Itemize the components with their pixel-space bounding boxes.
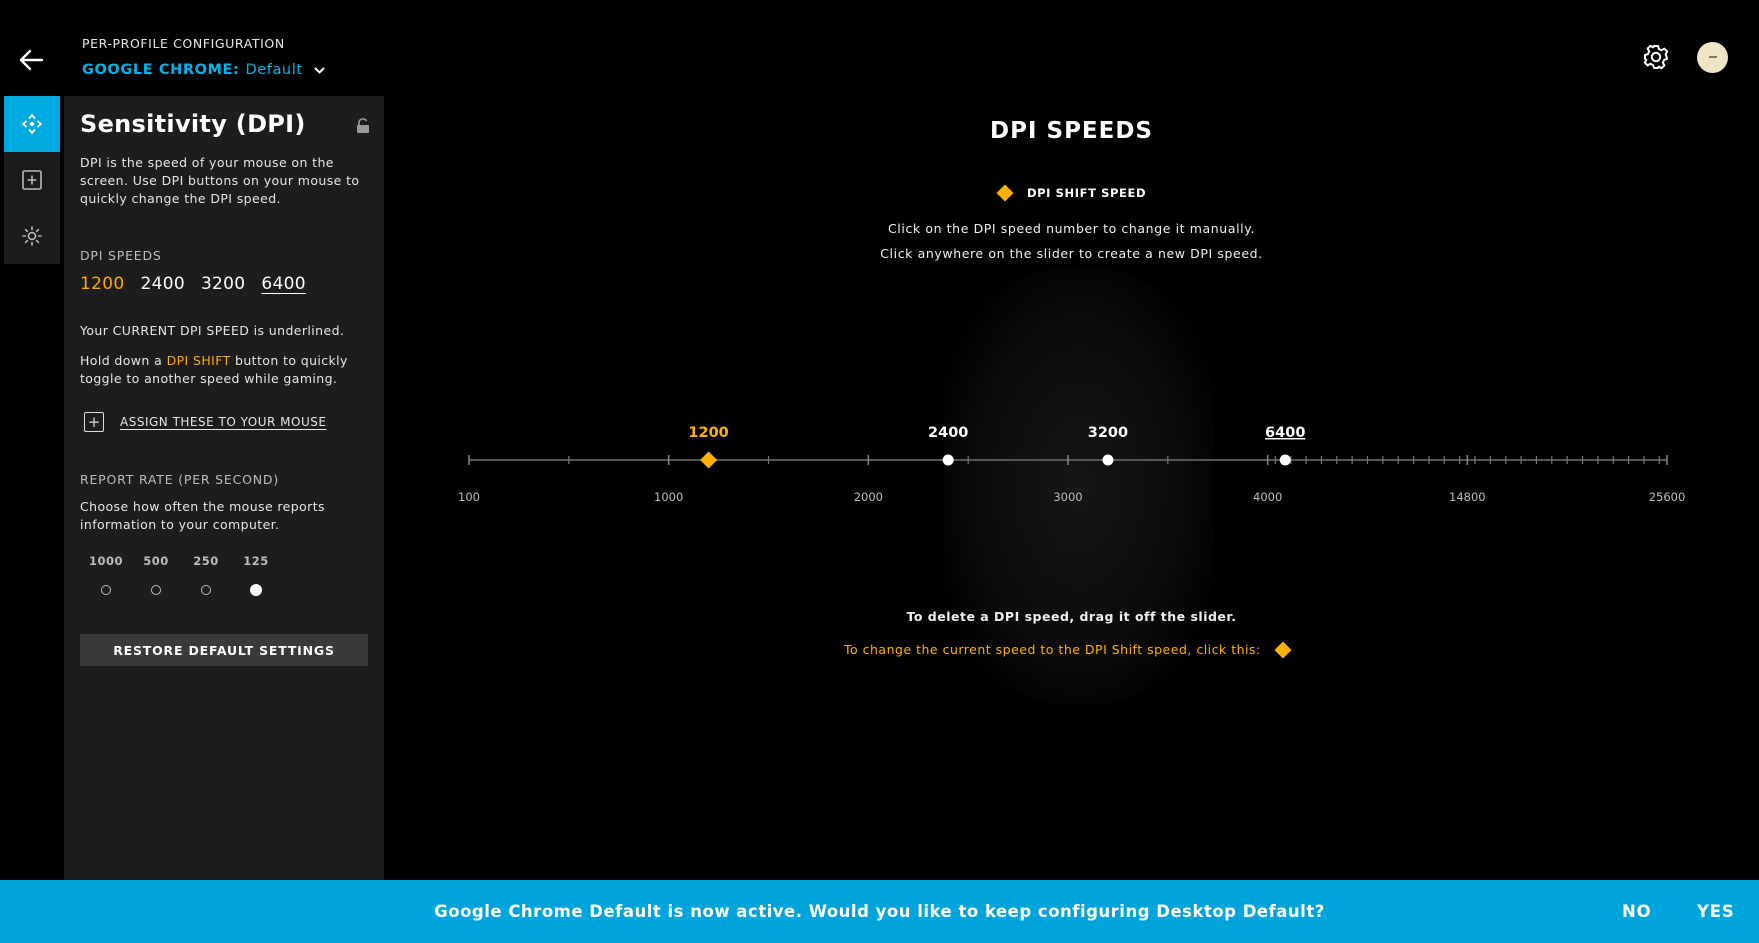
axis-tick-label: 3000 <box>1053 490 1082 504</box>
dpi-point-current <box>1279 454 1291 466</box>
config-label: PER-PROFILE CONFIGURATION <box>82 36 285 51</box>
panel-title: Sensitivity (DPI) <box>80 110 306 138</box>
profile-active-banner: Google Chrome Default is now active. Wou… <box>0 880 1759 943</box>
radio-button-selected[interactable] <box>250 584 262 596</box>
dpi-speed-list: 1200 2400 3200 6400 <box>80 274 306 294</box>
dpi-point-label[interactable]: 6400 <box>1265 425 1305 441</box>
instruction-text: Click on the DPI speed number to change … <box>887 221 1256 236</box>
assignments-tab[interactable] <box>4 152 60 208</box>
axis-tick-label: 14800 <box>1449 490 1486 504</box>
axis-tick-label: 4000 <box>1253 490 1282 504</box>
lighting-icon <box>22 226 42 246</box>
dpi-value[interactable]: 2400 <box>140 274 185 294</box>
report-rate-value: 500 <box>143 554 169 568</box>
set-shift-diamond-button[interactable] <box>1274 641 1292 658</box>
dpi-value[interactable]: 3200 <box>200 274 246 294</box>
banner-no-button[interactable]: NO <box>1622 902 1652 921</box>
axis-tick-label: 100 <box>458 490 480 504</box>
dpi-speeds-title: DPI SPEEDS <box>989 118 1153 144</box>
restore-default-button[interactable]: RESTORE DEFAULT SETTINGS <box>80 634 368 666</box>
report-rate-option-selected[interactable]: 125 <box>236 554 276 596</box>
dpi-shift-highlight: DPI SHIFT <box>166 353 231 368</box>
top-bar: PER-PROFILE CONFIGURATION GOOGLE CHROME:… <box>0 0 1759 96</box>
radio-button[interactable] <box>151 585 161 595</box>
dpi-value-current[interactable]: 6400 <box>261 274 306 294</box>
shift-note-text: To change the current speed to the DPI S… <box>844 642 1261 657</box>
instruction-text: Click anywhere on the slider to create a… <box>880 246 1263 261</box>
sensitivity-panel: Sensitivity (DPI) DPI is the speed of yo… <box>64 96 384 880</box>
profile-app-name: GOOGLE CHROME: <box>82 62 240 78</box>
report-rate-option[interactable]: 250 <box>186 554 226 595</box>
panel-description: DPI is the speed of your mouse on the sc… <box>80 155 360 206</box>
report-rate-description: Choose how often the mouse reports infor… <box>80 499 325 532</box>
dpi-shift-hint-suffix: button to quickly toggle to another spee… <box>80 353 348 386</box>
assign-to-mouse-link[interactable]: + ASSIGN THESE TO YOUR MOUSE <box>84 412 326 432</box>
dpi-shift-hint-prefix: Hold down a <box>80 353 167 368</box>
dpi-point-label[interactable]: 1200 <box>688 425 728 441</box>
sensitivity-tab[interactable] <box>4 96 60 152</box>
report-rate-options: 1000 500 250 125 <box>86 554 296 604</box>
user-avatar[interactable] <box>1697 42 1728 73</box>
dpi-point-shift <box>700 451 718 469</box>
chevron-down-icon <box>313 66 325 74</box>
assign-label: ASSIGN THESE TO YOUR MOUSE <box>120 415 327 429</box>
back-arrow-icon[interactable] <box>14 44 48 76</box>
delete-note: To delete a DPI speed, drag it off the s… <box>906 609 1237 624</box>
axis-tick-label: 2000 <box>854 490 883 504</box>
radio-button[interactable] <box>101 585 111 595</box>
legend-label: DPI SHIFT SPEED <box>1027 186 1147 200</box>
banner-message: Google Chrome Default is now active. Wou… <box>434 902 1325 921</box>
report-rate-label: REPORT RATE (PER SECOND) <box>80 472 280 487</box>
shift-note: To change the current speed to the DPI S… <box>844 641 1292 658</box>
current-speed-note: Your CURRENT DPI SPEED is underlined. <box>80 323 345 338</box>
dpi-point-label[interactable]: 3200 <box>1088 425 1128 441</box>
dpi-value-shift[interactable]: 1200 <box>80 274 125 294</box>
dpi-slider[interactable]: 100 1000 2000 3000 4000 14800 25600 1200 2400 320… <box>384 96 1759 880</box>
profile-selector[interactable]: GOOGLE CHROME: Default <box>82 62 326 78</box>
dpi-point-label[interactable]: 2400 <box>928 425 968 441</box>
plus-box-icon: + <box>84 412 104 432</box>
axis-tick-label: 1000 <box>654 490 683 504</box>
report-rate-value: 250 <box>193 554 219 568</box>
radio-button[interactable] <box>201 585 211 595</box>
dpi-shift-legend: DPI SHIFT SPEED <box>996 184 1147 202</box>
mouse-silhouette <box>944 266 1214 706</box>
profile-name: Default <box>245 62 303 78</box>
plus-square-icon <box>22 170 42 190</box>
settings-gear-icon[interactable] <box>1641 42 1671 72</box>
move-icon <box>22 114 42 134</box>
dpi-shift-hint: Hold down a DPI SHIFT button to quickly … <box>80 352 370 388</box>
dpi-main-area: DPI SPEEDS DPI SHIFT SPEED Click on the … <box>384 96 1759 880</box>
report-rate-value: 1000 <box>88 554 123 568</box>
report-rate-option[interactable]: 500 <box>136 554 176 595</box>
dpi-point <box>942 454 954 466</box>
dpi-speeds-label: DPI SPEEDS <box>80 248 162 263</box>
report-rate-option[interactable]: 1000 <box>86 554 126 595</box>
banner-yes-button[interactable]: YES <box>1697 902 1735 921</box>
dpi-point <box>1102 454 1114 466</box>
axis-tick-label: 25600 <box>1649 490 1686 504</box>
lighting-tab[interactable] <box>4 208 60 264</box>
unlock-icon[interactable] <box>356 118 370 134</box>
feature-icon-bar <box>4 96 60 264</box>
report-rate-value: 125 <box>243 554 269 568</box>
